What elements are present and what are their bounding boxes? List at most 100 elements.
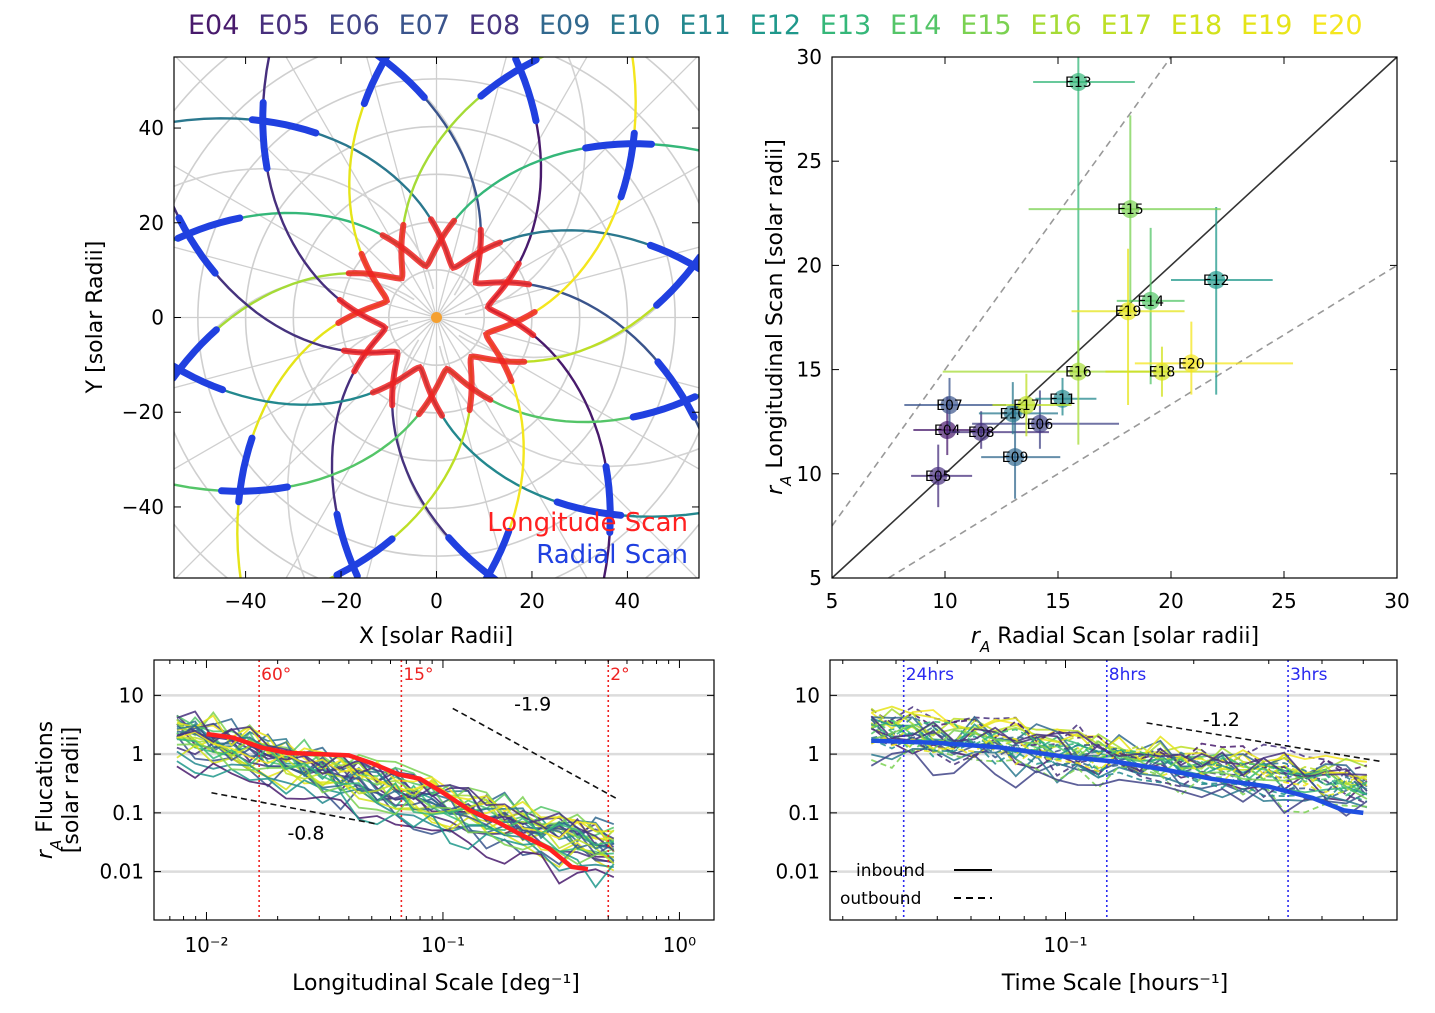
vline-label: 2° bbox=[610, 665, 629, 685]
sun-marker bbox=[431, 312, 442, 323]
time-spectrum-legend: inbound outbound bbox=[840, 861, 992, 909]
encounter-label-e13: E13 bbox=[820, 10, 871, 41]
y-tick-label: 40 bbox=[139, 116, 164, 140]
ra-comparison-ylabel: rA Longitudinal Scan [solar radii] bbox=[763, 139, 795, 495]
x-tick-label: 10⁻¹ bbox=[421, 933, 465, 957]
point-label: E11 bbox=[1049, 392, 1076, 408]
polar-grid bbox=[174, 57, 699, 578]
grid-ring bbox=[197, 78, 676, 557]
x-tick-label: 20 bbox=[1158, 589, 1183, 613]
point-e08: E08 bbox=[947, 411, 1049, 449]
point-e05: E05 bbox=[911, 444, 973, 508]
fluctuation-trace bbox=[871, 716, 1368, 791]
point-marker bbox=[1069, 362, 1088, 381]
x-tick-label: 10 bbox=[932, 589, 957, 613]
y-tick-label: −20 bbox=[122, 400, 164, 424]
point-marker bbox=[972, 423, 991, 442]
one-to-one-line bbox=[832, 57, 1397, 578]
time-spectrum-xlabel: Time Scale [hours⁻¹] bbox=[1001, 971, 1228, 996]
point-label: E08 bbox=[968, 425, 995, 441]
point-label: E19 bbox=[1115, 304, 1142, 320]
mean-curve bbox=[206, 731, 589, 872]
fluctuation-trace bbox=[870, 721, 1368, 787]
longitudinal-spectrum-ylabel: rA Flucations [solar radii] bbox=[33, 721, 84, 859]
grid-ring bbox=[387, 268, 486, 367]
point-marker bbox=[1017, 396, 1036, 415]
encounter-label-e05: E05 bbox=[258, 10, 309, 41]
point-marker bbox=[1030, 414, 1049, 433]
slope-label: -0.8 bbox=[287, 823, 324, 845]
encounter-label-e12: E12 bbox=[750, 10, 801, 41]
fluctuation-trace bbox=[870, 717, 1368, 796]
point-label: E07 bbox=[936, 398, 963, 414]
point-marker bbox=[1053, 389, 1072, 408]
longitudinal-spectrum-xlabel: Longitudinal Scale [deg⁻¹] bbox=[292, 971, 580, 996]
point-label: E17 bbox=[1013, 398, 1040, 414]
reference-lines bbox=[832, 57, 1397, 578]
longitudinal-spectrum-ticks: 10 1 0.1 0.01 10⁻² 10⁻¹ 10⁰ bbox=[99, 660, 714, 957]
encounter-label-e14: E14 bbox=[890, 10, 941, 41]
point-label: E04 bbox=[934, 423, 961, 439]
point-e20: E20 bbox=[1134, 321, 1294, 395]
y-tick-label: 20 bbox=[797, 253, 822, 277]
radial-scan-segment bbox=[218, 483, 291, 495]
x-tick-label: 0 bbox=[430, 589, 443, 613]
y-tick-label: 0.01 bbox=[775, 860, 820, 884]
point-e18: E18 bbox=[1105, 346, 1219, 397]
orbit-trace bbox=[377, 57, 699, 431]
vline-label: 3hrs bbox=[1290, 665, 1328, 685]
upper-factor-line bbox=[832, 57, 1172, 527]
encounter-label-e06: E06 bbox=[328, 10, 379, 41]
vline-label: 24hrs bbox=[906, 665, 954, 685]
slope-label: -1.9 bbox=[514, 694, 551, 716]
point-label: E12 bbox=[1203, 273, 1230, 289]
longitudinal-spectrum-frame bbox=[153, 659, 715, 921]
point-marker bbox=[929, 466, 948, 485]
orbit-map-panel: −40 −20 0 20 40 −40 −20 0 20 40 X [solar Radii] Y… bbox=[83, 56, 700, 649]
grid-spiral bbox=[464, 57, 587, 316]
point-label: E14 bbox=[1137, 294, 1164, 310]
fluctuation-trace bbox=[870, 742, 1367, 814]
time-spectrum-lines: 24hrs 8hrs 3hrs -1.2 bbox=[830, 660, 1397, 920]
point-marker bbox=[1119, 302, 1138, 321]
orbit-map-xlabel: X [solar Radii] bbox=[359, 624, 513, 649]
radial-scan-segment bbox=[602, 463, 614, 536]
radial-scan-segment bbox=[582, 140, 655, 152]
y-tick-label: 0 bbox=[151, 306, 164, 330]
point-e15: E15 bbox=[1028, 115, 1221, 314]
radial-scan-segment bbox=[360, 57, 391, 108]
lower-factor-line bbox=[888, 264, 1397, 578]
encounter-label-e07: E07 bbox=[399, 10, 450, 41]
x-tick-label: 40 bbox=[615, 589, 640, 613]
y-tick-label: 10 bbox=[119, 683, 144, 707]
vline-label: 8hrs bbox=[1109, 665, 1147, 685]
x-tick-label: 10⁻¹ bbox=[1043, 933, 1087, 957]
slope-label: -1.2 bbox=[1203, 709, 1240, 731]
point-e06: E06 bbox=[972, 390, 1120, 449]
time-spectrum-ticks: 10 1 0.1 0.01 10⁻¹ bbox=[775, 660, 1397, 957]
orbit-map-ticks: −40 −20 0 20 40 −40 −20 0 20 40 bbox=[122, 57, 699, 613]
point-e16: E16 bbox=[942, 340, 1158, 445]
legend-longitude-scan: Longitude Scan bbox=[487, 508, 688, 538]
x-tick-label: 5 bbox=[826, 589, 839, 613]
fluctuation-trace bbox=[176, 762, 615, 885]
longitudinal-spectrum-lines: 60° 15° 2° -1.9 -0.8 bbox=[154, 660, 714, 920]
grid-ring bbox=[244, 125, 629, 510]
point-marker bbox=[1152, 362, 1171, 381]
encounter-label-e18: E18 bbox=[1171, 10, 1222, 41]
encounter-label-e15: E15 bbox=[960, 10, 1011, 41]
point-label: E18 bbox=[1149, 365, 1176, 381]
encounter-label-e08: E08 bbox=[469, 10, 520, 41]
x-tick-label: 15 bbox=[1045, 589, 1070, 613]
mean-curve bbox=[871, 738, 1364, 816]
point-marker bbox=[1121, 200, 1140, 219]
encounter-label-e17: E17 bbox=[1101, 10, 1152, 41]
y-tick-label: 10 bbox=[795, 683, 820, 707]
x-tick-label: 30 bbox=[1384, 589, 1409, 613]
longitudinal-spectrum-panel: 60° 15° 2° -1.9 -0.8 10 1 0.1 0.01 10⁻² 10⁻¹ 10⁰ r… bbox=[33, 659, 715, 996]
radial-scan-segment bbox=[333, 535, 396, 578]
x-tick-label: 10⁰ bbox=[663, 933, 696, 957]
fluctuation-trace bbox=[870, 749, 1368, 817]
encounter-label-e16: E16 bbox=[1030, 10, 1081, 41]
legend-inbound-label: inbound bbox=[856, 861, 925, 881]
